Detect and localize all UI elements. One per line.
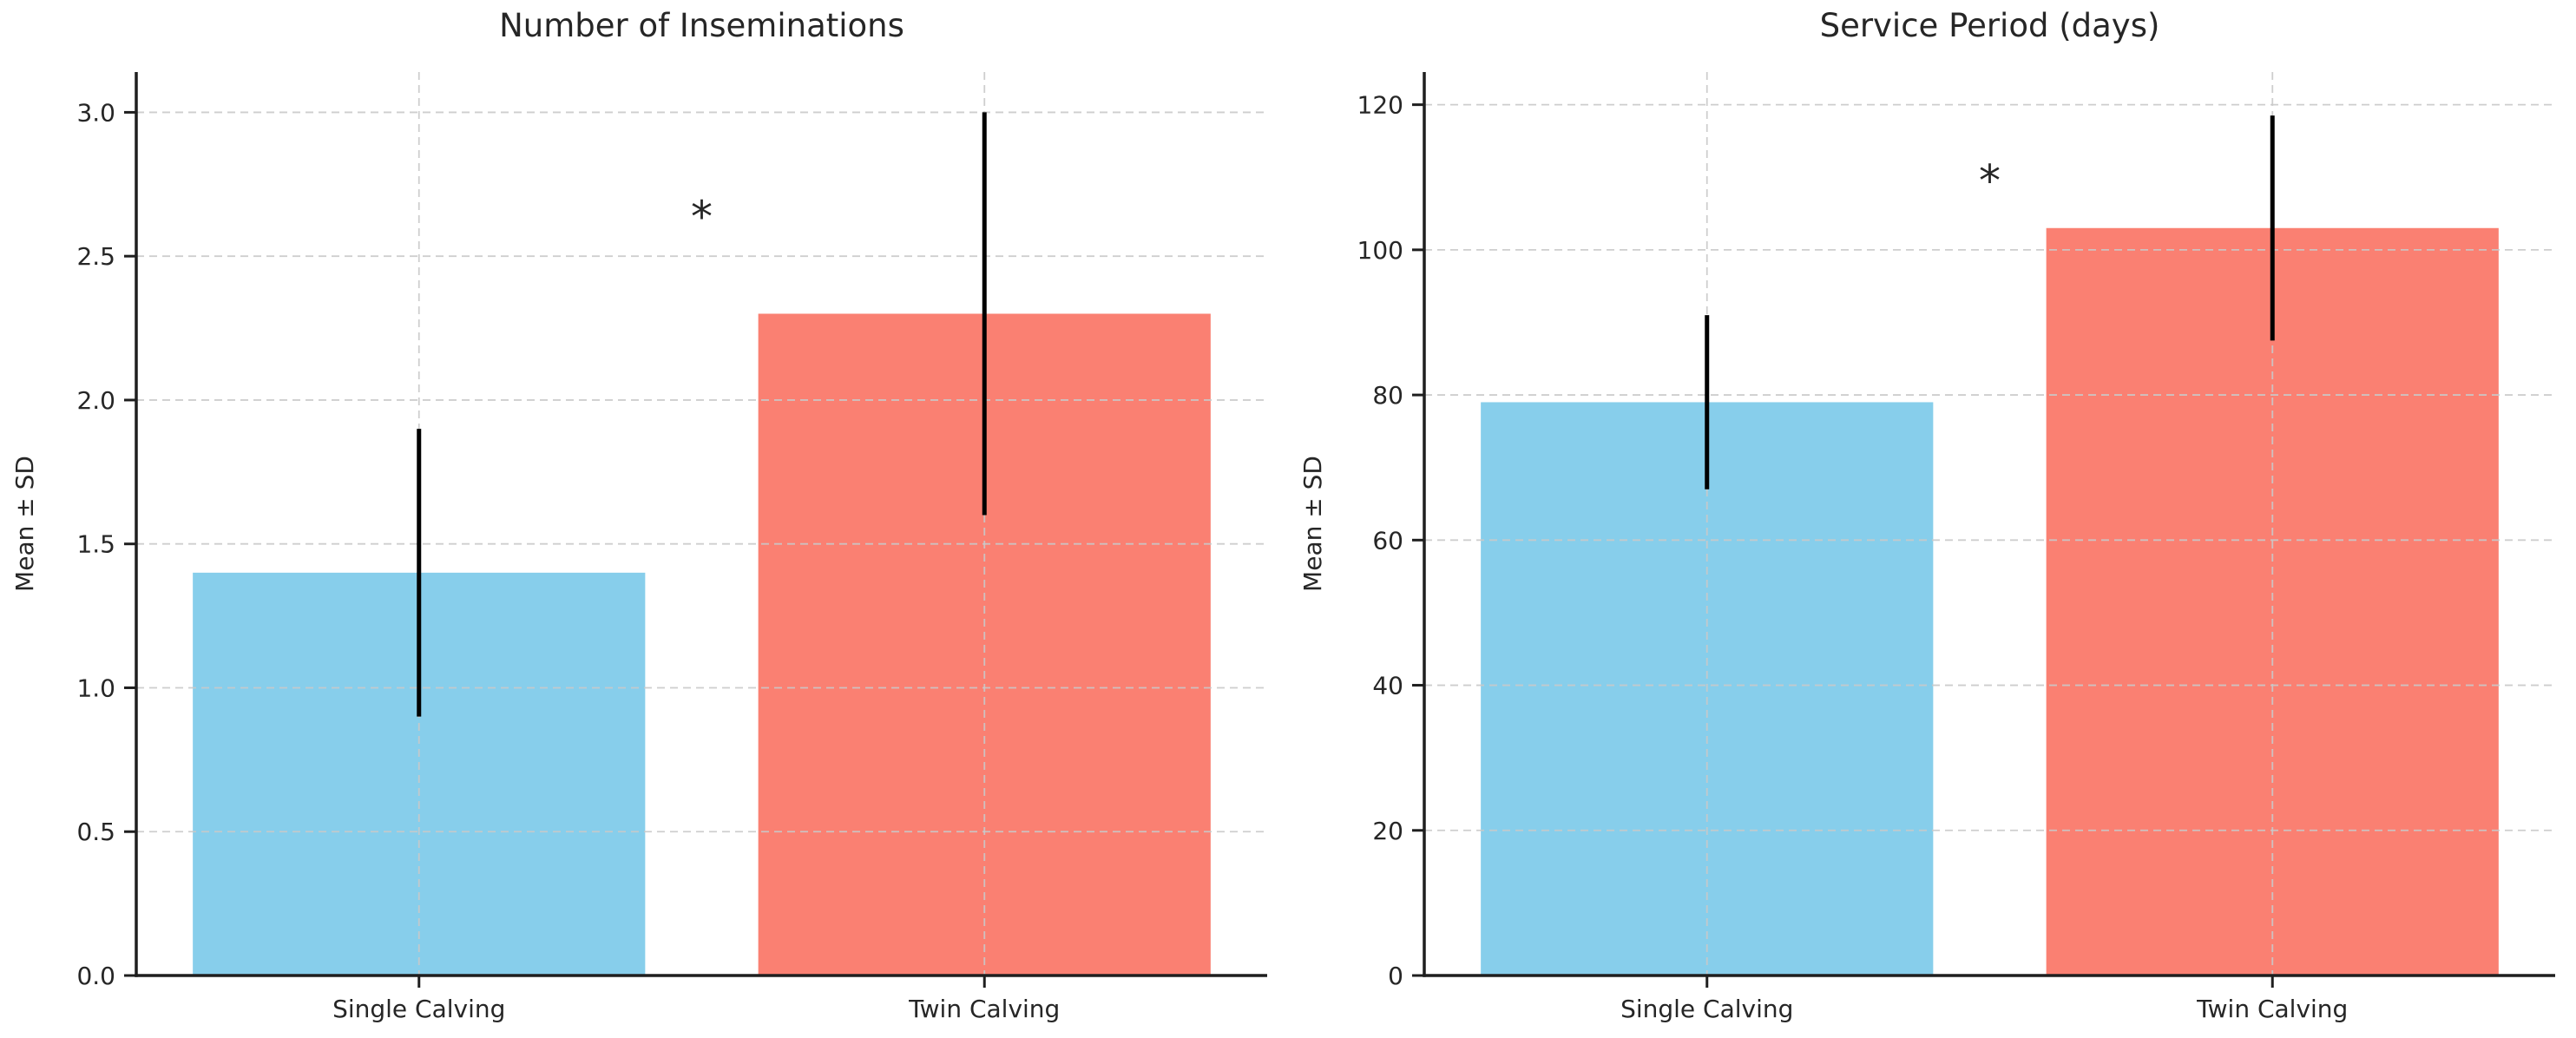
x-tick-label: Single Calving [1620, 995, 1793, 1023]
y-tick-label: 2.5 [76, 242, 115, 271]
x-tick-label: Twin Calving [2196, 995, 2348, 1023]
y-tick-label: 0.0 [76, 962, 115, 990]
y-tick-label: 80 [1372, 381, 1403, 410]
chart-service-period: 0 20 40 60 80 100 120 Single Calving Twin Calvin… [1298, 7, 2555, 1023]
chart-title: Service Period (days) [1820, 7, 2160, 44]
chart-inseminations: 0.0 0.5 1.0 1.5 2.0 2.5 3.0 Single Calving Twin … [10, 7, 1267, 1023]
y-tick-label: 20 [1372, 817, 1403, 845]
y-tick-label: 2.0 [76, 386, 115, 415]
y-axis-label: Mean ± SD [1298, 456, 1327, 592]
y-tick-label: 120 [1357, 91, 1403, 120]
y-tick-label: 60 [1372, 526, 1403, 555]
y-tick-label: 100 [1357, 236, 1403, 265]
x-tick-label: Twin Calving [908, 995, 1060, 1023]
y-tick-label: 1.5 [76, 530, 115, 559]
significance-asterisk: * [1979, 156, 2001, 207]
y-tick-label: 40 [1372, 672, 1403, 700]
significance-asterisk: * [691, 192, 713, 242]
y-tick-label: 1.0 [76, 673, 115, 702]
panel-inseminations: 0.0 0.5 1.0 1.5 2.0 2.5 3.0 Single Calving Twin … [10, 7, 1267, 1023]
y-tick-label: 0 [1388, 962, 1403, 990]
y-axis-label: Mean ± SD [10, 456, 39, 592]
panel-service-period: 0 20 40 60 80 100 120 Single Calving Twin Calvin… [1288, 0, 2576, 1038]
y-tick-label: 3.0 [76, 98, 115, 127]
y-tick-label: 0.5 [76, 818, 115, 846]
chart-title: Number of Inseminations [499, 7, 904, 44]
x-tick-label: Single Calving [332, 995, 505, 1023]
